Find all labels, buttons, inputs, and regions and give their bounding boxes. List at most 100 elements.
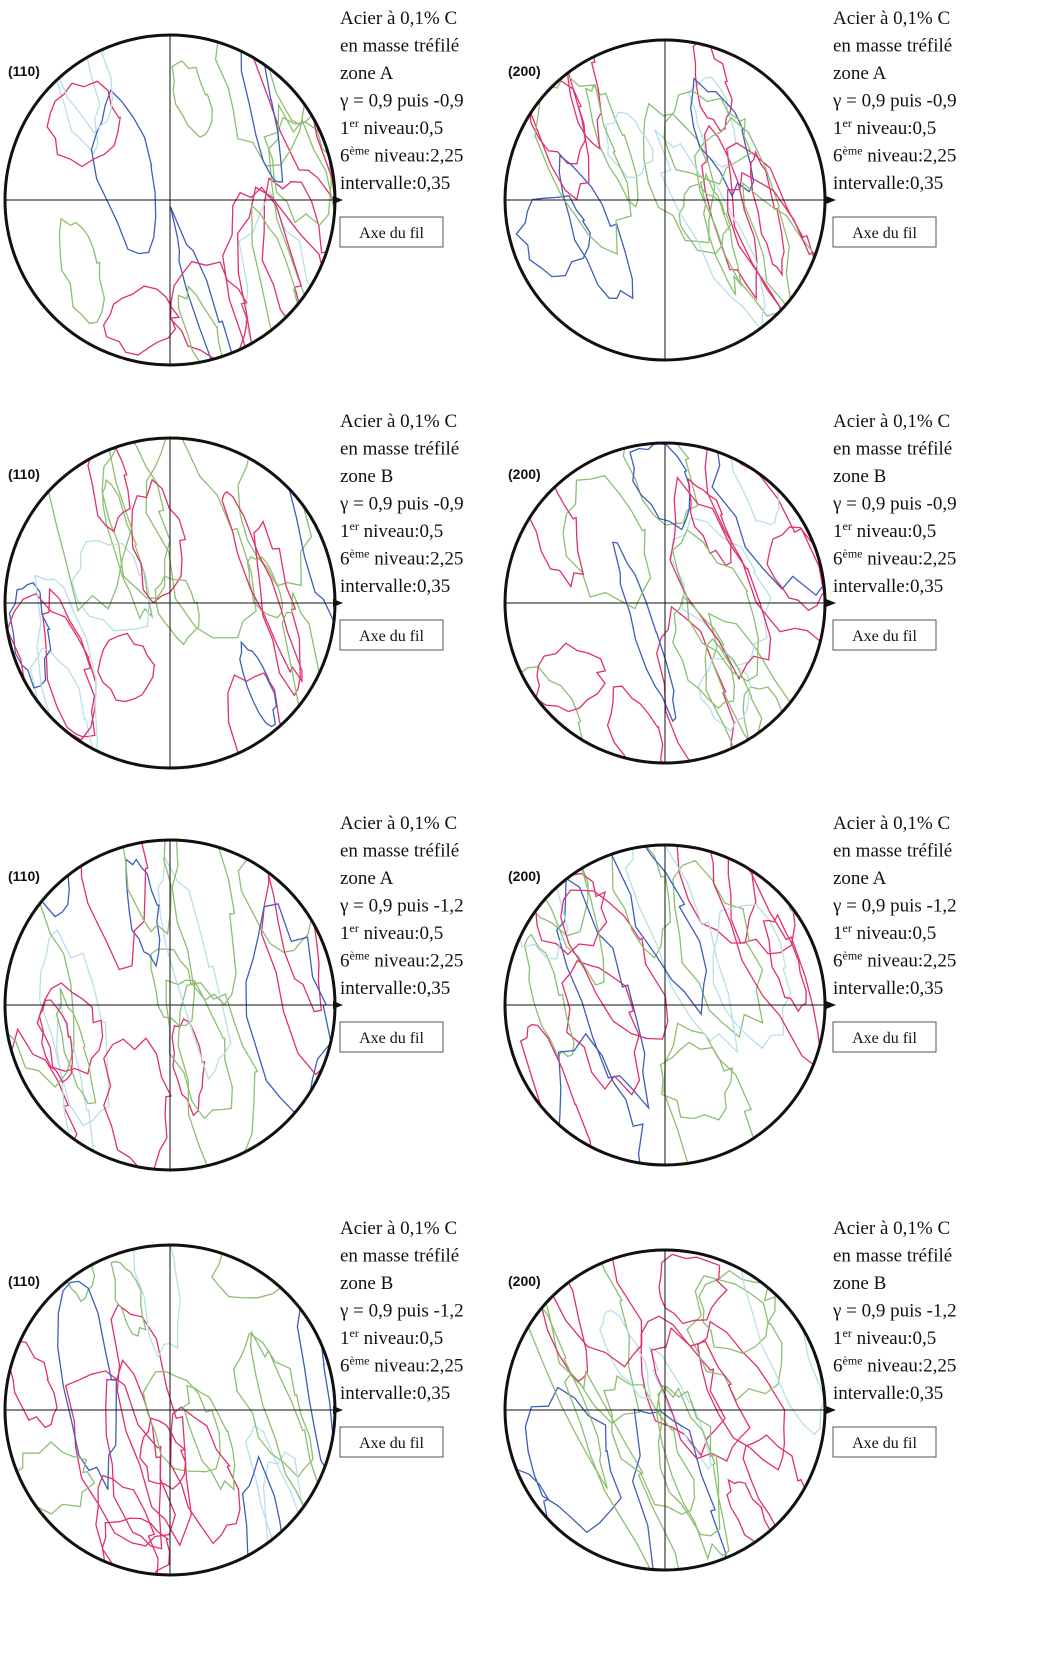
caption-line: 6ème niveau:2,25 [833, 547, 956, 570]
contour-line [671, 528, 759, 682]
caption-line: γ = 0,9 puis -0,9 [339, 494, 464, 515]
axis-label: Axe du fil [852, 225, 917, 242]
caption-part: niveau:2,25 [863, 146, 957, 167]
contour-line [727, 443, 780, 526]
contour-line [169, 206, 247, 365]
axis-label-box [339, 216, 444, 248]
contour-line [41, 35, 114, 134]
caption-part: niveau:0,5 [359, 923, 443, 944]
contour-line [227, 672, 294, 768]
pole-figure: (110) Acier à 0,1% C en masse tréfilé zone … [3, 1218, 464, 1577]
superscript: ème [843, 547, 863, 561]
contour-line [699, 172, 743, 296]
contour-line [584, 83, 639, 208]
caption-part: niveau:0,5 [852, 1328, 936, 1349]
contour-line [742, 181, 825, 350]
contour-line [90, 89, 157, 255]
caption-line: zone A [833, 868, 887, 889]
axis-label-box [339, 1021, 444, 1053]
contour-line [698, 1269, 776, 1355]
caption-line: en masse tréfilé [340, 1246, 459, 1267]
superscript: ème [843, 949, 863, 963]
axis-label: Axe du fil [359, 1030, 424, 1047]
caption-part: 1 [340, 118, 350, 139]
caption-line: en masse tréfilé [833, 36, 952, 57]
contour-line [655, 1384, 730, 1561]
contour-line [241, 1454, 289, 1575]
superscript: er [350, 921, 359, 935]
axis-label: Axe du fil [359, 1435, 424, 1452]
caption-line: Acier à 0,1% C [340, 411, 457, 432]
caption-part: niveau:0,5 [359, 118, 443, 139]
contour-line [711, 443, 825, 597]
contour-line [120, 840, 172, 936]
caption-line: 6ème niveau:2,25 [833, 1354, 956, 1377]
contour-line [642, 102, 716, 244]
caption-line: Acier à 0,1% C [833, 813, 950, 834]
contour-line [170, 1406, 241, 1545]
superscript: er [843, 1326, 852, 1340]
contour-line [38, 999, 73, 1084]
caption-part: niveau:2,25 [370, 549, 464, 570]
caption-line: zone B [340, 466, 393, 487]
contour-line [535, 872, 608, 956]
caption-part: 1 [833, 1328, 843, 1349]
contour-line [95, 1474, 160, 1575]
contour-line [58, 217, 106, 325]
contour-line [110, 1303, 192, 1547]
plane-label: (200) [508, 1273, 541, 1289]
caption-part: 6 [833, 146, 843, 167]
contour-line [505, 845, 569, 960]
caption-line: Acier à 0,1% C [340, 813, 457, 834]
contour-line [599, 1309, 652, 1400]
contour-line [278, 438, 335, 622]
contour-line [563, 1369, 682, 1570]
contour-line [142, 1370, 221, 1473]
caption-line: γ = 0,9 puis -1,2 [832, 1301, 957, 1322]
contour-line [132, 1245, 181, 1359]
superscript: er [843, 921, 852, 935]
contour-line [237, 840, 314, 953]
caption-line: intervalle:0,35 [833, 1383, 943, 1404]
contour-line [64, 1370, 176, 1547]
caption-line: Acier à 0,1% C [833, 411, 950, 432]
contour-line [229, 35, 335, 204]
caption-line: γ = 0,9 puis -0,9 [339, 91, 464, 112]
caption-line: en masse tréfilé [340, 439, 459, 460]
contour-line [8, 1340, 58, 1429]
superscript: ème [350, 949, 370, 963]
contour-line [9, 840, 70, 918]
contour-line [725, 142, 823, 341]
contour-line [687, 477, 732, 567]
caption-line: intervalle:0,35 [833, 978, 943, 999]
contour-line [611, 845, 708, 1016]
contour-line [251, 203, 307, 365]
contour-line [705, 845, 822, 1069]
caption-line: γ = 0,9 puis -1,2 [832, 896, 957, 917]
contour-line [6, 593, 97, 741]
superscript: ème [843, 144, 863, 158]
plane-label: (200) [508, 63, 541, 79]
contour-line [46, 80, 121, 168]
contour-line [654, 129, 766, 335]
caption-part: 6 [340, 549, 350, 570]
contours [6, 438, 335, 768]
caption-part: niveau:0,5 [359, 521, 443, 542]
contour-line [658, 1253, 728, 1325]
contour-line [555, 877, 650, 1111]
caption-part: 6 [833, 951, 843, 972]
contour-line [650, 1326, 751, 1463]
contour-line [513, 1250, 643, 1368]
contour-line [519, 1023, 607, 1165]
contour-line [57, 1280, 117, 1490]
contour-line [55, 987, 97, 1105]
contour-line [766, 526, 825, 612]
contour-line [56, 1002, 100, 1170]
contour-line [605, 111, 654, 179]
caption-line: en masse tréfilé [340, 841, 459, 862]
contour-line [210, 1245, 297, 1299]
contour-line [558, 154, 634, 300]
contour-line [524, 1386, 622, 1534]
contour-line [707, 612, 825, 763]
contour-line [690, 77, 755, 198]
